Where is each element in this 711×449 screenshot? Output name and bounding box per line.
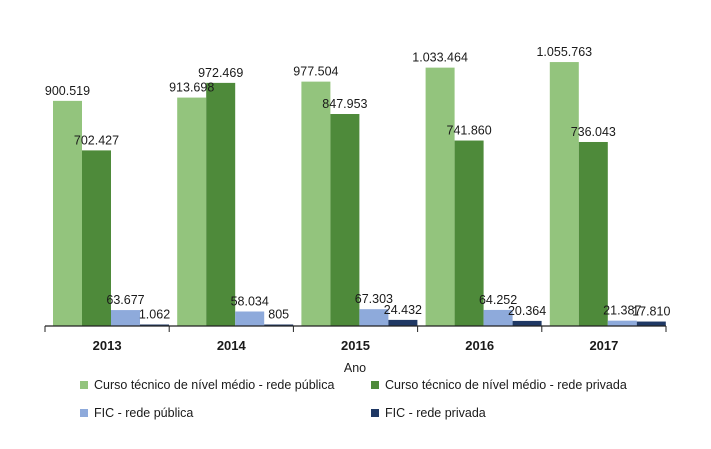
x-tick-label-2014: 2014: [217, 338, 247, 353]
legend-label: FIC - rede pública: [94, 406, 194, 420]
legend-item-series-1: Curso técnico de nível médio - rede públ…: [80, 378, 334, 392]
bar-2015-series-2: [330, 114, 360, 326]
legend-label: FIC - rede privada: [385, 406, 486, 420]
legend-swatch: [80, 409, 88, 417]
legend-item-series-3: FIC - rede pública: [80, 406, 193, 420]
bar-2016-series-3: [483, 309, 513, 326]
bar-2013-series-4: [140, 324, 169, 326]
legend-item-series-4: FIC - rede privada: [371, 406, 486, 420]
data-label-2015-series-2: 847.953: [322, 97, 367, 111]
bars-layer: [53, 62, 666, 327]
bar-2017-series-4: [636, 321, 666, 326]
bar-2015-series-4: [388, 319, 418, 326]
data-label-2017-series-2: 736.043: [571, 125, 616, 139]
x-axis-title: Ano: [344, 361, 366, 375]
legend-label: Curso técnico de nível médio - rede públ…: [94, 378, 335, 392]
bar-2014-series-1: [177, 97, 207, 326]
bar-2016-series-4: [512, 320, 542, 326]
legend-label: Curso técnico de nível médio - rede priv…: [385, 378, 627, 392]
data-label-2016-series-3: 64.252: [479, 293, 517, 307]
data-label-2014-series-1: 913.698: [169, 81, 214, 95]
data-label-2015-series-3: 67.303: [355, 292, 393, 306]
data-label-2016-series-2: 741.860: [447, 124, 492, 138]
legend-swatch: [371, 381, 379, 389]
data-label-2014-series-3: 58.034: [231, 294, 269, 308]
data-label-2013-series-2: 702.427: [74, 133, 119, 147]
data-label-2017-series-3: 21.387: [603, 304, 641, 318]
bar-2017-series-1: [549, 62, 579, 326]
x-tick-label-2016: 2016: [465, 338, 494, 353]
legend-item-series-2: Curso técnico de nível médio - rede priv…: [371, 378, 627, 392]
data-label-2014-series-4: 805: [268, 308, 289, 322]
bar-2015-series-3: [359, 309, 389, 326]
bar-2014-series-2: [206, 82, 236, 326]
data-label-2015-series-4: 24.432: [384, 303, 422, 317]
x-tick-label-2013: 2013: [93, 338, 122, 353]
data-label-2013-series-1: 900.519: [45, 84, 90, 98]
bar-2013-series-1: [53, 100, 82, 327]
x-tick-label-2017: 2017: [589, 338, 618, 353]
data-label-2013-series-3: 63.677: [106, 293, 144, 307]
bar-2016-series-2: [454, 140, 484, 326]
data-label-2017-series-1: 1.055.763: [536, 45, 592, 59]
bar-2017-series-2: [578, 141, 608, 326]
x-tick-label-2015: 2015: [341, 338, 370, 353]
data-label-2016-series-1: 1.033.464: [412, 51, 468, 65]
bar-2014-series-4: [264, 324, 294, 326]
bar-2015-series-1: [301, 81, 331, 327]
bar-2013-series-3: [111, 310, 140, 326]
legend-swatch: [371, 409, 379, 417]
bar-2014-series-3: [235, 311, 265, 326]
data-label-2017-series-4: 17.810: [632, 305, 670, 319]
data-label-2016-series-4: 20.364: [508, 304, 546, 318]
data-label-2015-series-1: 977.504: [293, 65, 338, 79]
bar-2017-series-3: [607, 320, 637, 326]
bar-2016-series-1: [425, 67, 455, 326]
legend-swatch: [80, 381, 88, 389]
bar-2013-series-2: [82, 150, 111, 326]
data-label-2013-series-4: 1.062: [139, 308, 170, 322]
x-ticks-layer: 2013 2014 2015 2016 2017: [44, 326, 667, 353]
data-label-2014-series-2: 972.469: [198, 66, 243, 80]
